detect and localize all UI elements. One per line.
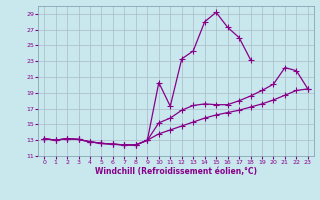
X-axis label: Windchill (Refroidissement éolien,°C): Windchill (Refroidissement éolien,°C) [95, 167, 257, 176]
